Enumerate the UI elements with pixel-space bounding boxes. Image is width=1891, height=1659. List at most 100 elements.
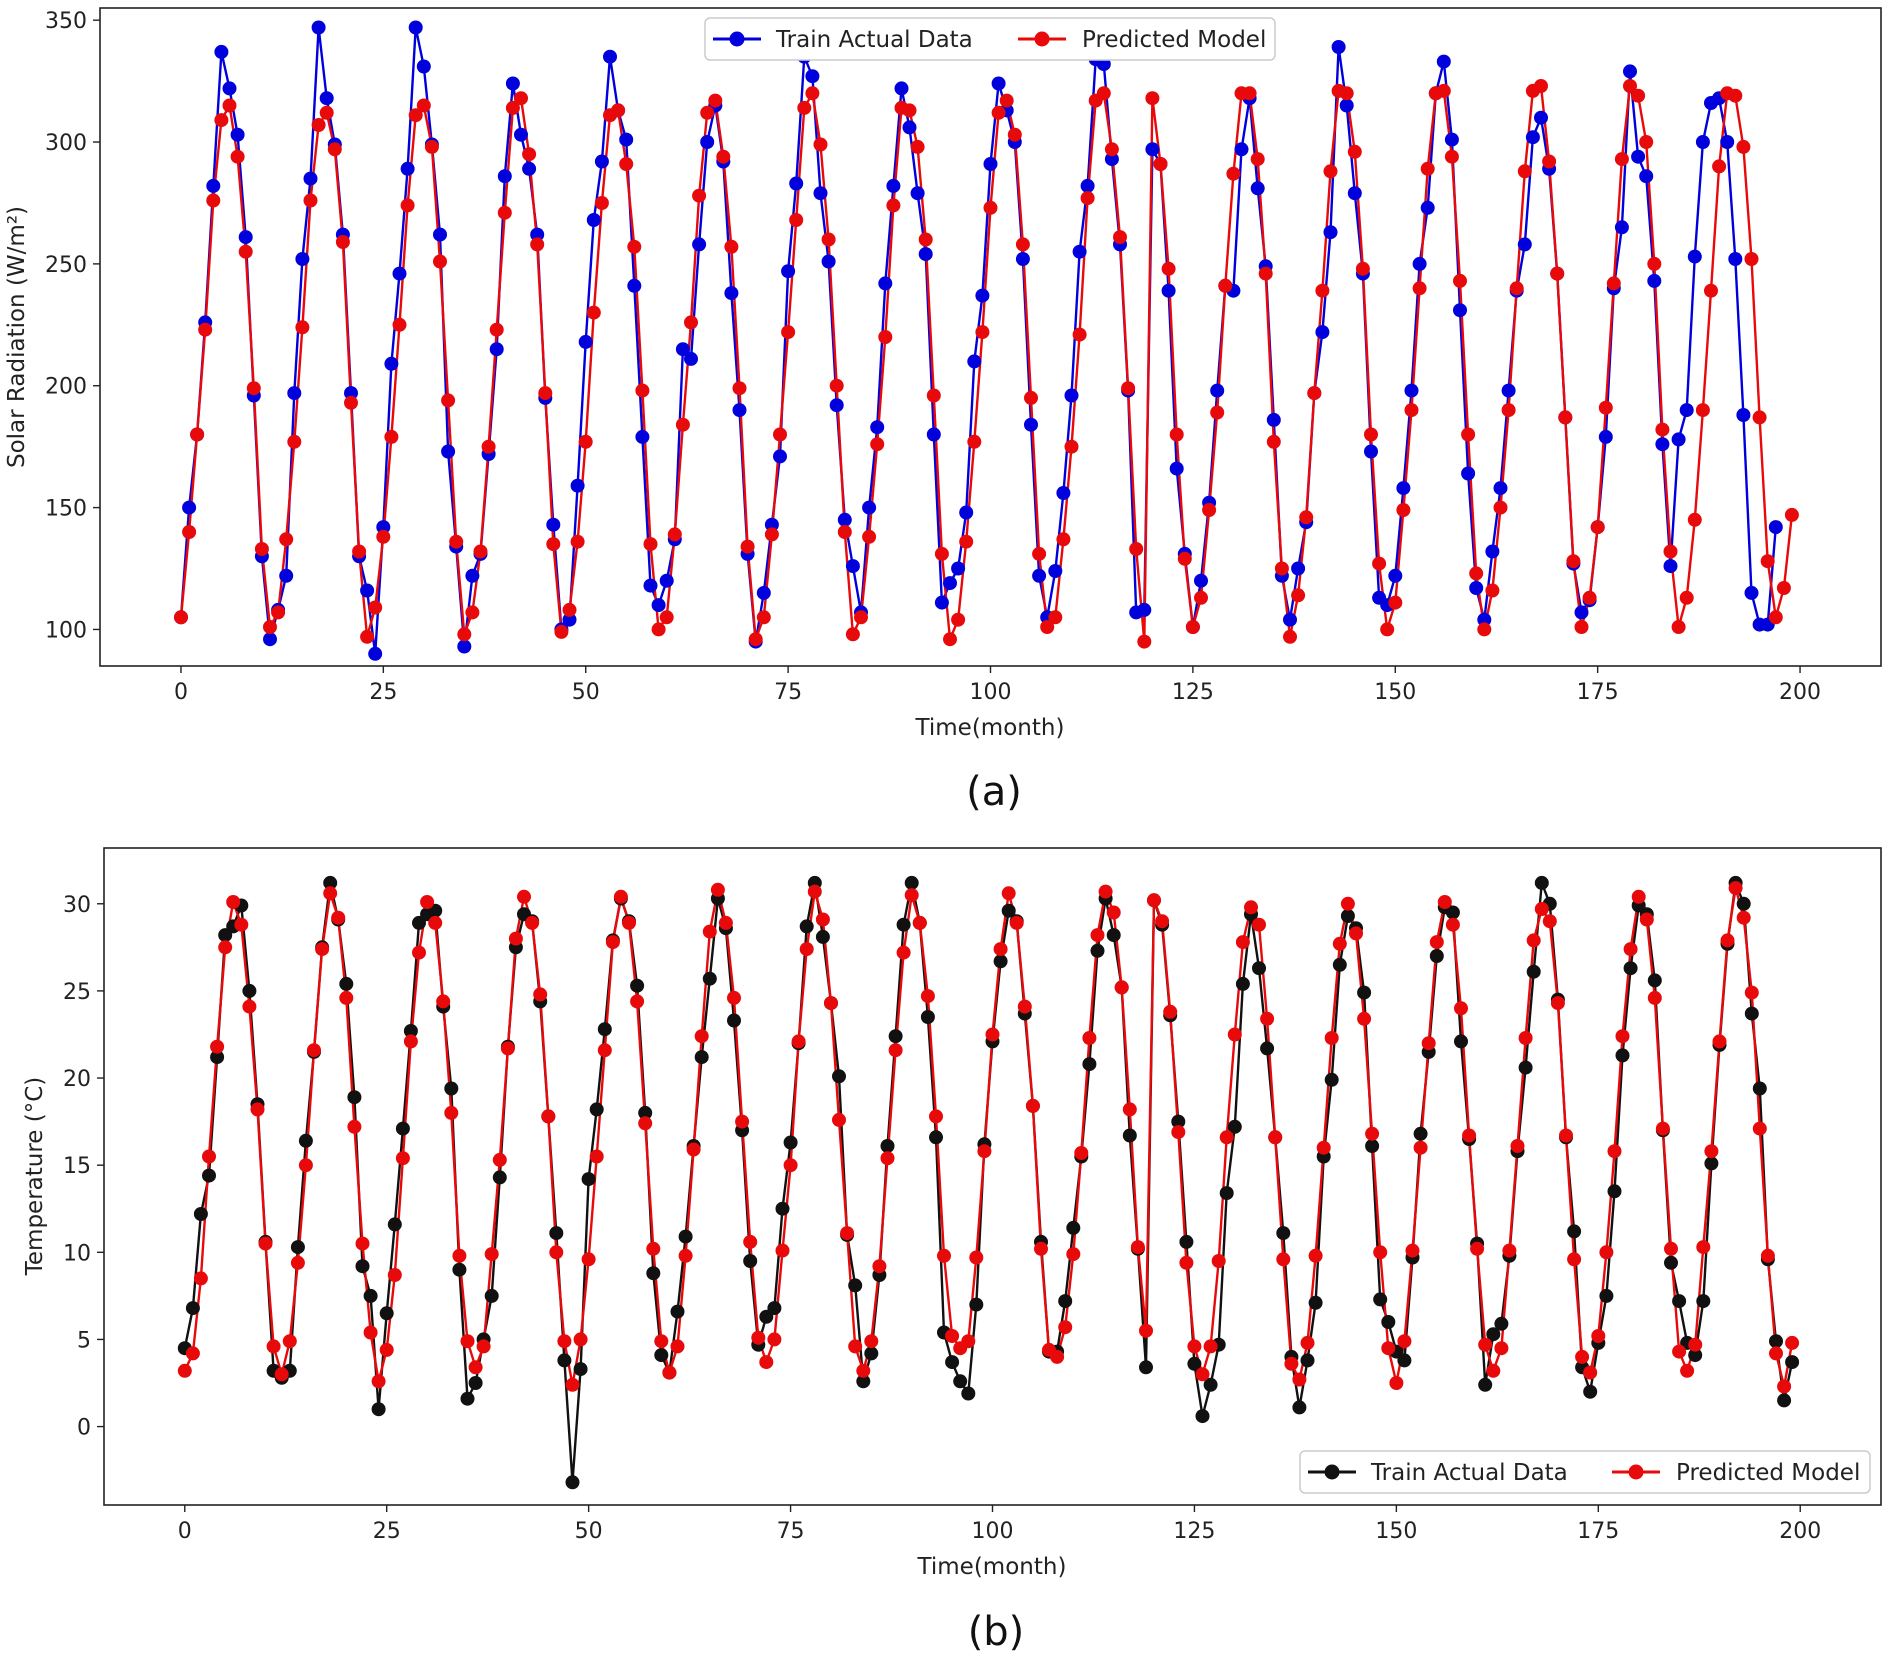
data-point-train-actual-data-a-150 <box>1388 568 1403 583</box>
data-point-train-actual-data-b-188 <box>1696 1294 1711 1309</box>
data-point-train-actual-data-b-139 <box>1300 1353 1315 1368</box>
data-point-train-actual-data-a-184 <box>1663 559 1678 574</box>
data-point-train-actual-data-b-79 <box>815 929 830 944</box>
data-point-predicted-model-a-188 <box>1695 403 1710 418</box>
data-point-predicted-model-b-23 <box>363 1325 378 1340</box>
data-point-predicted-model-a-112 <box>1080 191 1095 206</box>
data-point-train-actual-data-b-58 <box>646 1266 661 1281</box>
data-point-train-actual-data-a-24 <box>368 646 383 661</box>
data-point-predicted-model-a-74 <box>773 427 787 442</box>
data-point-predicted-model-b-21 <box>347 1119 362 1134</box>
data-point-train-actual-data-b-39 <box>492 1170 507 1185</box>
data-point-predicted-model-a-93 <box>926 388 941 403</box>
data-point-train-actual-data-a-151 <box>1396 481 1411 496</box>
data-point-train-actual-data-a-183 <box>1655 437 1670 452</box>
data-point-predicted-model-b-148 <box>1373 1245 1388 1260</box>
data-point-predicted-model-b-36 <box>468 1360 483 1375</box>
data-point-train-actual-data-b-133 <box>1252 961 1266 976</box>
data-point-train-actual-data-a-83 <box>845 559 860 574</box>
data-point-predicted-model-a-164 <box>1501 403 1516 418</box>
data-point-train-actual-data-b-89 <box>896 917 911 932</box>
data-point-predicted-model-a-14 <box>287 434 302 449</box>
data-point-predicted-model-a-145 <box>1347 144 1362 159</box>
y-tick-label-a-0: 100 <box>45 618 87 643</box>
data-point-predicted-model-a-97 <box>959 534 974 549</box>
data-point-predicted-model-b-63 <box>686 1142 701 1157</box>
y-tick-label-b-2: 10 <box>63 1241 91 1266</box>
data-point-train-actual-data-b-96 <box>953 1374 968 1389</box>
data-point-train-actual-data-a-35 <box>457 639 472 654</box>
data-point-predicted-model-a-128 <box>1210 405 1225 420</box>
data-point-predicted-model-a-198 <box>1776 581 1791 595</box>
y-tick-label-b-3: 15 <box>63 1154 91 1179</box>
data-point-predicted-model-a-69 <box>732 381 747 396</box>
data-point-train-actual-data-a-18 <box>319 91 334 106</box>
data-point-predicted-model-a-45 <box>538 386 553 401</box>
data-point-train-actual-data-a-104 <box>1015 252 1030 266</box>
data-point-train-actual-data-a-188 <box>1695 135 1710 149</box>
data-point-predicted-model-a-163 <box>1493 500 1508 515</box>
data-point-predicted-model-a-48 <box>562 602 577 617</box>
data-point-train-actual-data-b-49 <box>573 1362 588 1377</box>
data-point-predicted-model-a-185 <box>1671 620 1686 634</box>
legend-marker-predicted-a <box>1034 31 1050 47</box>
data-point-predicted-model-b-136 <box>1276 1252 1291 1267</box>
data-point-predicted-model-b-176 <box>1599 1245 1614 1260</box>
data-point-predicted-model-a-79 <box>813 137 828 152</box>
data-point-train-actual-data-b-126 <box>1195 1409 1210 1424</box>
data-point-predicted-model-a-137 <box>1283 629 1297 644</box>
data-point-train-actual-data-b-197 <box>1769 1334 1783 1349</box>
data-point-predicted-model-b-40 <box>500 1041 515 1056</box>
data-point-predicted-model-a-119 <box>1137 634 1152 649</box>
data-point-predicted-model-b-20 <box>339 990 354 1005</box>
data-point-train-actual-data-a-8 <box>238 230 253 245</box>
data-point-predicted-model-a-144 <box>1339 86 1354 101</box>
data-point-predicted-model-a-23 <box>360 629 375 644</box>
data-point-predicted-model-a-153 <box>1412 281 1427 296</box>
data-point-predicted-model-b-82 <box>840 1226 855 1241</box>
data-point-predicted-model-a-24 <box>368 600 383 615</box>
data-point-predicted-model-b-123 <box>1171 1125 1186 1140</box>
y-tick-label-b-1: 5 <box>77 1328 91 1353</box>
data-point-train-actual-data-a-110 <box>1064 388 1079 403</box>
data-point-predicted-model-a-29 <box>408 108 423 123</box>
data-point-predicted-model-a-35 <box>457 627 472 642</box>
data-point-train-actual-data-b-184 <box>1664 1255 1678 1270</box>
data-point-predicted-model-a-102 <box>999 93 1014 108</box>
data-point-train-actual-data-a-29 <box>408 20 423 35</box>
data-point-train-actual-data-b-95 <box>945 1355 960 1370</box>
data-point-predicted-model-b-175 <box>1591 1329 1606 1343</box>
data-point-predicted-model-b-48 <box>565 1377 580 1392</box>
data-point-predicted-model-b-128 <box>1211 1254 1226 1268</box>
data-point-train-actual-data-a-157 <box>1444 132 1459 147</box>
data-point-train-actual-data-b-27 <box>395 1121 410 1136</box>
data-point-predicted-model-b-19 <box>331 910 346 925</box>
data-point-predicted-model-b-46 <box>549 1245 564 1260</box>
data-point-train-actual-data-b-25 <box>379 1306 394 1321</box>
data-point-train-actual-data-b-185 <box>1672 1294 1687 1309</box>
data-point-train-actual-data-a-82 <box>837 512 852 527</box>
data-point-predicted-model-a-40 <box>497 205 512 220</box>
data-point-train-actual-data-b-199 <box>1785 1355 1800 1370</box>
x-tick-label-b-4: 100 <box>972 1519 1014 1544</box>
data-point-train-actual-data-b-158 <box>1454 1034 1468 1049</box>
data-point-predicted-model-b-198 <box>1777 1379 1792 1394</box>
data-point-predicted-model-b-166 <box>1518 1031 1533 1045</box>
data-point-predicted-model-b-62 <box>678 1248 693 1263</box>
data-point-predicted-model-b-95 <box>945 1329 960 1343</box>
data-point-predicted-model-b-79 <box>815 912 830 927</box>
data-point-train-actual-data-b-101 <box>993 954 1008 969</box>
data-point-predicted-model-a-51 <box>586 305 601 320</box>
data-point-predicted-model-a-30 <box>416 98 431 113</box>
data-point-train-actual-data-a-13 <box>279 568 294 583</box>
data-point-predicted-model-a-60 <box>659 610 674 625</box>
y-tick-label-b-4: 20 <box>63 1067 91 1092</box>
data-point-predicted-model-b-84 <box>856 1363 871 1378</box>
data-point-train-actual-data-a-161 <box>1477 612 1492 627</box>
data-point-predicted-model-a-139 <box>1299 510 1314 525</box>
data-point-train-actual-data-a-58 <box>643 578 658 593</box>
data-point-predicted-model-b-37 <box>476 1339 491 1354</box>
data-point-predicted-model-a-165 <box>1509 281 1524 296</box>
data-point-train-actual-data-b-20 <box>339 976 354 991</box>
data-point-predicted-model-b-5 <box>218 940 233 955</box>
